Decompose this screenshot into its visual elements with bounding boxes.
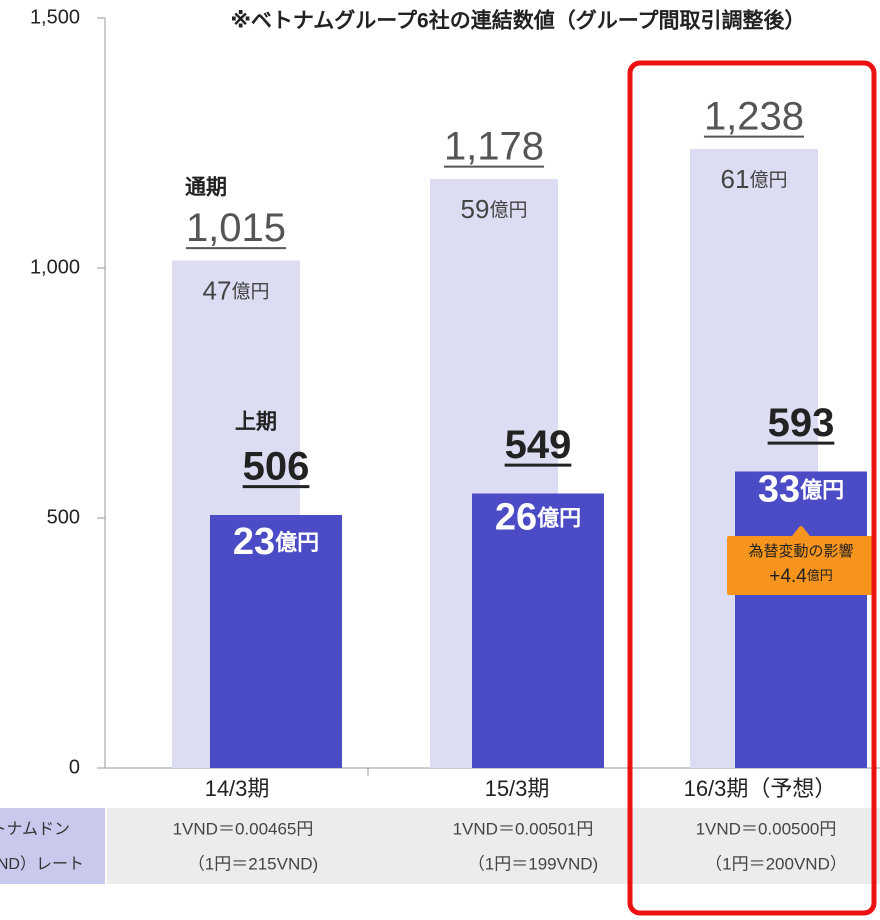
- y-tick-label: 1,500: [30, 6, 80, 28]
- value-label: 549: [505, 423, 572, 467]
- series-label: 通期: [185, 176, 227, 199]
- table-header: ベトナムドン: [0, 821, 70, 838]
- x-tick-label: 15/3期: [485, 776, 550, 801]
- profit-value: 59: [461, 194, 490, 224]
- table-cell: （1円＝200VND）: [705, 854, 847, 873]
- callout-number: +4.4: [769, 566, 807, 587]
- profit-unit: 億円: [800, 477, 844, 502]
- table-cell: 1VND＝0.00501円: [453, 819, 594, 838]
- note: ※ベトナムグループ6社の連結数値（グループ間取引調整後）: [231, 9, 806, 33]
- table-cell: （1円＝215VND): [188, 854, 318, 873]
- y-tick-label: 1,000: [30, 256, 80, 278]
- profit-label: 61億円: [721, 164, 788, 194]
- x-tick-label: 14/3期: [205, 776, 270, 801]
- profit-label: 26億円: [495, 497, 581, 539]
- profit-label: 47億円: [203, 275, 270, 305]
- profit-unit: 億円: [231, 281, 269, 303]
- callout-value: +4.4億円: [769, 566, 833, 587]
- profit-label: 33億円: [758, 469, 844, 511]
- profit-value: 47: [203, 275, 232, 305]
- bar: [472, 493, 604, 768]
- highlight-frame: [627, 60, 877, 916]
- callout-box: [727, 526, 875, 595]
- x-tick-label: 16/3期（予想）: [684, 776, 837, 801]
- callout-unit: 億円: [807, 568, 833, 583]
- value-label: 1,178: [444, 125, 544, 169]
- value-label: 1,238: [704, 95, 804, 139]
- callout-title: 為替変動の影響: [748, 542, 853, 560]
- profit-unit: 億円: [275, 530, 319, 555]
- bar: [210, 515, 342, 768]
- table-body: [107, 808, 880, 884]
- table-cell: 1VND＝0.00465円: [173, 819, 314, 838]
- table-cell: （1円＝199VND): [468, 854, 598, 873]
- profit-unit: 億円: [537, 505, 581, 530]
- value-label: 593: [768, 401, 835, 445]
- profit-value: 26: [495, 497, 537, 539]
- profit-unit: 億円: [749, 169, 787, 191]
- value-label: 506: [243, 445, 310, 489]
- table-cell: 1VND＝0.00500円: [696, 819, 837, 838]
- profit-label: 59億円: [461, 194, 528, 224]
- profit-unit: 億円: [489, 199, 527, 221]
- value-label: 1,015: [186, 206, 286, 250]
- profit-label: 23億円: [233, 521, 319, 563]
- profit-value: 61: [721, 164, 750, 194]
- profit-value: 23: [233, 521, 275, 563]
- profit-value: 33: [758, 469, 800, 511]
- series-label: 上期: [235, 411, 277, 434]
- bar: [735, 471, 867, 768]
- table-header: （VND）レート: [0, 855, 84, 873]
- y-tick-label: 0: [69, 756, 80, 778]
- y-tick-label: 500: [47, 506, 80, 528]
- table-header-cell: [0, 808, 105, 884]
